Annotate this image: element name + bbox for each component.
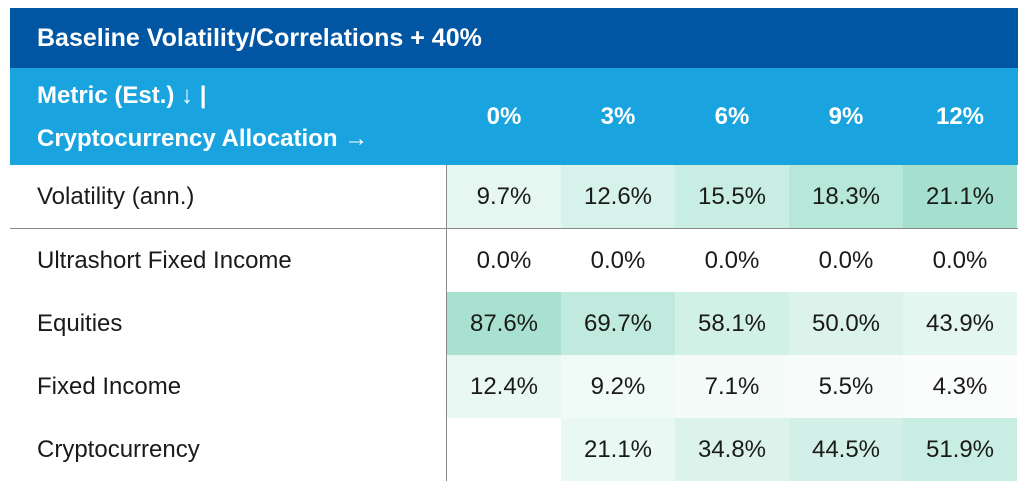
table-cell: 12.4% [447,355,561,418]
column-header: 0% [486,102,522,130]
column-header: 12% [935,102,985,130]
table-cell: 12.6% [561,165,675,228]
table-cell: 15.5% [675,165,789,228]
table-row: Cryptocurrency 21.1% 34.8% 44.5% 51.9% [10,418,1018,481]
table-row: Equities 87.6% 69.7% 58.1% 50.0% 43.9% [10,292,1018,355]
table-title: Baseline Volatility/Correlations + 40% [10,8,1018,68]
table-cell: 9.2% [561,355,675,418]
table-header: Metric (Est.) ↓ | Cryptocurrency Allocat… [10,68,1018,165]
table-cell: 51.9% [903,418,1017,481]
table-cell: 0.0% [447,229,561,292]
row-label: Equities [10,292,447,355]
table-cell: 21.1% [561,418,675,481]
row-label: Volatility (ann.) [10,165,447,228]
column-header: 3% [600,102,636,130]
table-cell: 7.1% [675,355,789,418]
table-row: Volatility (ann.) 9.7% 12.6% 15.5% 18.3%… [10,165,1018,228]
metric-header-line1: Metric (Est.) ↓ | [37,81,207,109]
table-cell: 69.7% [561,292,675,355]
allocation-table: Baseline Volatility/Correlations + 40% M… [10,8,1018,481]
table-row: Ultrashort Fixed Income 0.0% 0.0% 0.0% 0… [10,229,1018,292]
table-cell: 43.9% [903,292,1017,355]
column-header: 9% [828,102,864,130]
table-cell: 34.8% [675,418,789,481]
table-cell: 0.0% [561,229,675,292]
row-label: Cryptocurrency [10,418,447,481]
table-cell: 0.0% [675,229,789,292]
table-cell: 4.3% [903,355,1017,418]
table-cell: 5.5% [789,355,903,418]
row-divider [10,228,1018,229]
metric-header: Metric (Est.) ↓ | Cryptocurrency Allocat… [10,68,447,165]
table-cell: 87.6% [447,292,561,355]
row-label: Fixed Income [10,355,447,418]
metric-header-line2: Cryptocurrency Allocation → [37,124,369,152]
table-cell: 44.5% [789,418,903,481]
table-cell: 9.7% [447,165,561,228]
table-cell: 0.0% [903,229,1017,292]
table-cell: 0.0% [789,229,903,292]
table-cell: 18.3% [789,165,903,228]
table-cell [447,418,561,481]
table-row: Fixed Income 12.4% 9.2% 7.1% 5.5% 4.3% [10,355,1018,418]
row-label: Ultrashort Fixed Income [10,229,447,292]
table-cell: 50.0% [789,292,903,355]
table-cell: 21.1% [903,165,1017,228]
column-header: 6% [714,102,750,130]
table-cell: 58.1% [675,292,789,355]
